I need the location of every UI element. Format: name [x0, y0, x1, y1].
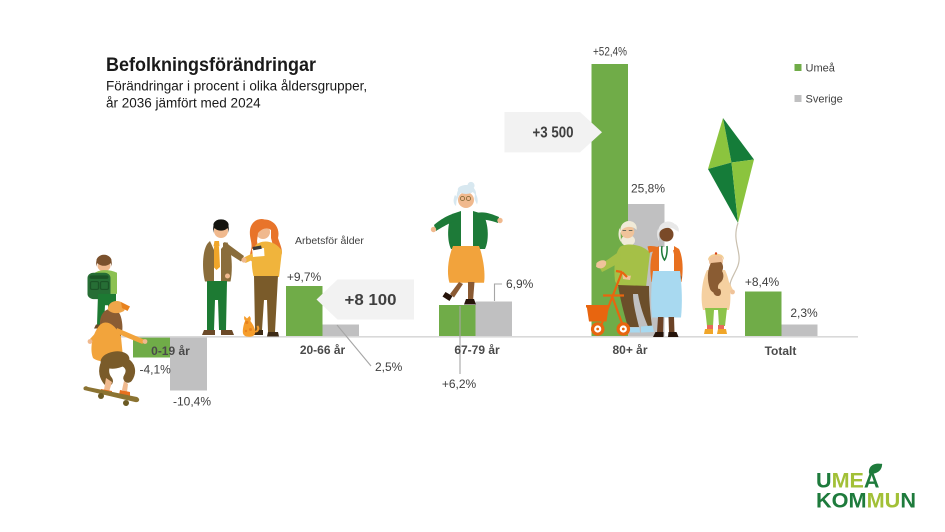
svg-text:Sverige: Sverige — [806, 94, 843, 106]
svg-text:+6,2%: +6,2% — [442, 377, 477, 391]
svg-text:0-19 år: 0-19 år — [151, 344, 190, 358]
svg-text:UMEA: UMEA — [816, 469, 880, 493]
svg-text:Arbetsför ålder: Arbetsför ålder — [295, 235, 364, 247]
svg-text:67-79 år: 67-79 år — [454, 343, 500, 357]
svg-text:Befolkningsförändringar: Befolkningsförändringar — [106, 54, 316, 76]
svg-text:-4,1%: -4,1% — [140, 363, 172, 377]
svg-text:år 2036 jämfört med 2024: år 2036 jämfört med 2024 — [106, 96, 261, 111]
svg-text:+52,4%: +52,4% — [593, 45, 627, 59]
svg-text:+8,4%: +8,4% — [745, 275, 780, 289]
svg-text:2,3%: 2,3% — [790, 306, 818, 320]
svg-text:6,9%: 6,9% — [506, 277, 534, 291]
svg-text:-10,4%: -10,4% — [173, 395, 211, 409]
svg-text:25,8%: 25,8% — [631, 182, 665, 196]
svg-text:+8 100: +8 100 — [345, 292, 397, 309]
svg-text:2,5%: 2,5% — [375, 360, 403, 374]
svg-text:KOMMUN: KOMMUN — [816, 489, 916, 513]
svg-text:20-66 år: 20-66 år — [300, 343, 346, 357]
svg-text:Förändringar i procent i olika: Förändringar i procent i olika åldersgru… — [106, 79, 367, 94]
svg-text:+9,7%: +9,7% — [287, 270, 322, 284]
svg-text:+3 500: +3 500 — [533, 125, 574, 142]
svg-text:80+ år: 80+ år — [612, 343, 647, 357]
svg-text:Totalt: Totalt — [765, 344, 797, 358]
svg-text:Umeå: Umeå — [806, 63, 836, 75]
